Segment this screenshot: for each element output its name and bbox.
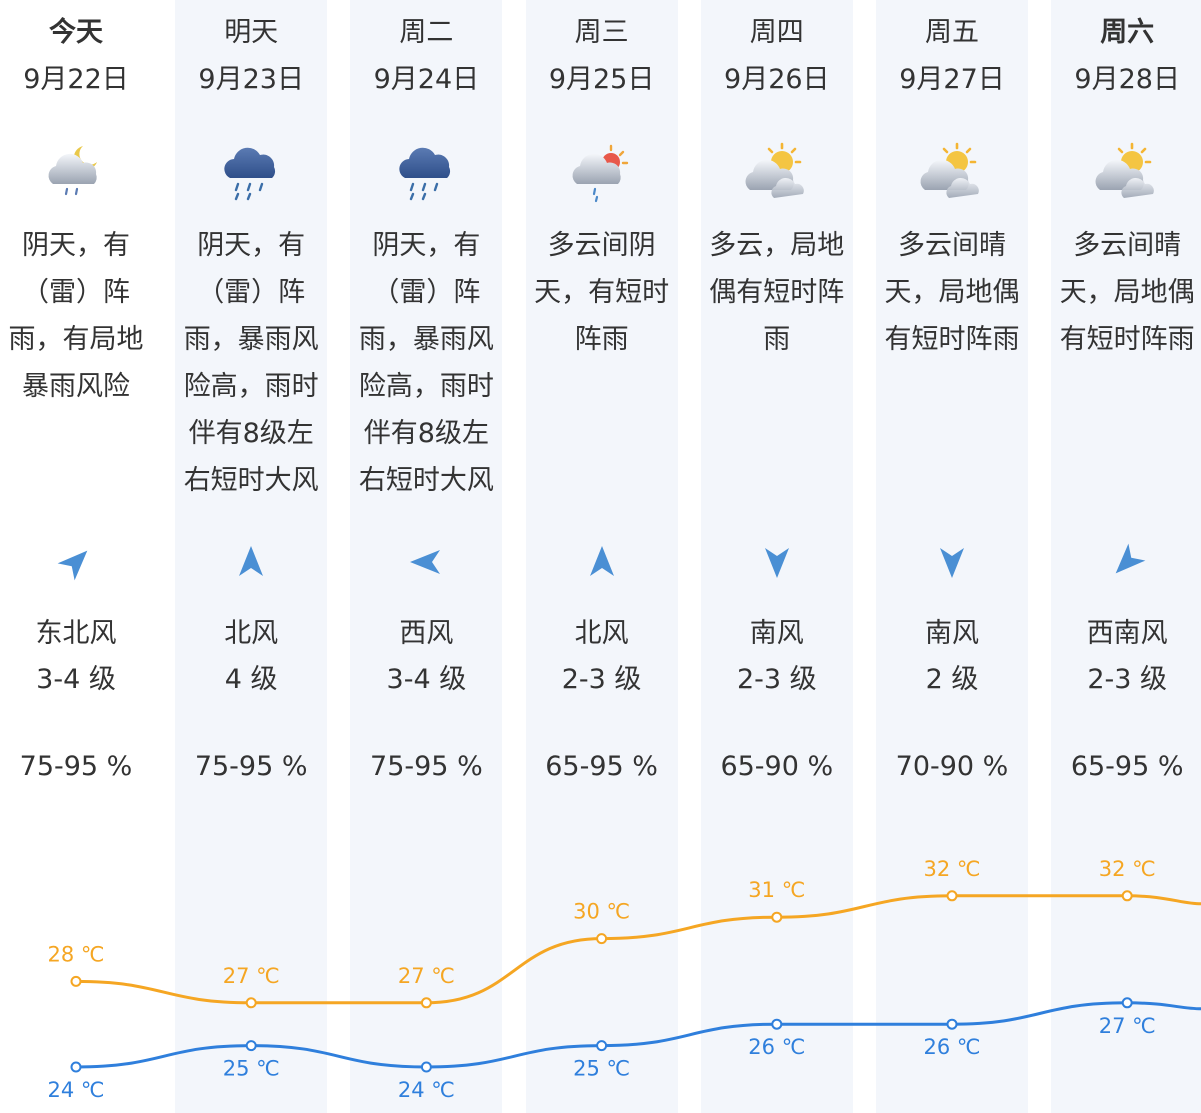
description-line: 伴有8级左 (188, 418, 314, 449)
day-name: 今天 (49, 17, 103, 48)
description-line: （雷）阵 (372, 277, 481, 308)
description-line: 多云间阴 (547, 230, 656, 261)
weather-description: 多云间阴天，有短时阵雨 (520, 222, 684, 363)
day-date: 9月27日 (899, 64, 1005, 95)
rain-cloud-icon (218, 140, 284, 206)
wind-direction: 北风 (224, 618, 279, 649)
weather-description: 阴天，有 （雷）阵雨，有局地暴雨风险 (0, 222, 158, 410)
partly-cloudy-icon (744, 140, 810, 206)
description-line: 雨 (763, 324, 791, 355)
wind-direction: 南风 (749, 618, 804, 649)
day-name: 周二 (399, 17, 454, 48)
wind-level: 2-3 级 (561, 664, 642, 695)
day-name: 明天 (224, 17, 279, 48)
wind-direction: 西风 (399, 618, 454, 649)
day-name: 周三 (574, 17, 629, 48)
weather-description: 多云间晴天，局地偶有短时阵雨 (1045, 222, 1201, 363)
description-line: 雨，有局地 (8, 324, 144, 355)
wind-direction: 南风 (925, 618, 979, 649)
description-line: 天，局地偶 (1059, 277, 1195, 308)
weather-description: 阴天，有 （雷）阵雨，暴雨风险高，雨时伴有8级左右短时大风 (344, 222, 508, 504)
sun-cloud-rain-icon (569, 140, 635, 206)
description-line: 阴天，有 (372, 230, 481, 261)
partly-cloudy-icon (1094, 140, 1160, 206)
wind-level: 3-4 级 (386, 664, 467, 695)
wind-arrow-icon (582, 542, 622, 582)
description-line: 暴雨风险 (22, 371, 130, 402)
weather-description: 多云间晴天，局地偶有短时阵雨 (870, 222, 1034, 363)
description-line: 险高，雨时 (183, 371, 319, 402)
wind-arrow-icon (406, 542, 446, 582)
wind-level: 2-3 级 (736, 664, 817, 695)
description-line: 雨，暴雨风 (183, 324, 319, 355)
description-line: （雷）阵 (22, 277, 130, 308)
humidity: 65-95 % (545, 751, 658, 782)
humidity: 75-95 % (19, 751, 133, 782)
weather-description: 多云，局地偶有短时阵雨 (695, 222, 859, 363)
humidity: 65-90 % (720, 751, 834, 782)
description-line: 偶有短时阵 (709, 277, 845, 308)
wind-arrow-icon (1107, 542, 1147, 582)
rain-cloud-icon (393, 140, 459, 206)
day-column: 明天 9月23日阴天，有 （雷）阵雨，暴雨风险高，雨时伴有8级左右短时大风北风 4 级… (175, 0, 328, 1113)
wind-level: 3-4 级 (36, 664, 116, 695)
wind-arrow-icon (231, 542, 271, 582)
partly-cloudy-icon (919, 140, 985, 206)
day-name: 周四 (749, 17, 804, 48)
day-date: 9月24日 (373, 64, 480, 95)
day-date: 9月23日 (198, 64, 304, 95)
description-line: 伴有8级左 (363, 418, 489, 449)
humidity: 75-95 % (194, 751, 308, 782)
description-line: 雨，暴雨风 (358, 324, 494, 355)
wind-direction: 西南风 (1086, 618, 1168, 649)
day-name: 周五 (925, 17, 979, 48)
wind-arrow-icon (56, 542, 96, 582)
day-date: 9月26日 (724, 64, 830, 95)
wind-arrow-icon (932, 542, 972, 582)
description-line: 天，局地偶 (884, 277, 1020, 308)
wind-level: 2-3 级 (1087, 664, 1168, 695)
description-line: 天，有短时 (534, 277, 670, 308)
description-line: 阴天，有 (197, 230, 306, 261)
description-line: 多云，局地 (709, 230, 845, 261)
wind-level: 4 级 (224, 664, 278, 695)
description-line: 多云间晴 (1073, 230, 1182, 261)
humidity: 65-95 % (1070, 751, 1184, 782)
description-line: （雷）阵 (197, 277, 306, 308)
humidity: 75-95 % (370, 751, 483, 782)
wind-direction: 北风 (574, 618, 629, 649)
description-line: 多云间晴 (898, 230, 1006, 261)
day-date: 9月25日 (548, 64, 655, 95)
day-date: 9月28日 (1074, 64, 1180, 95)
day-column: 周五 9月27日多云间晴天，局地偶有短时阵雨南风 2 级 70-90 % (876, 0, 1028, 1113)
wind-direction: 东北风 (35, 618, 117, 649)
weather-description: 阴天，有 （雷）阵雨，暴雨风险高，雨时伴有8级左右短时大风 (169, 222, 333, 504)
description-line: 右短时大风 (358, 465, 494, 496)
description-line: 阵雨 (574, 324, 629, 355)
day-column: 周三 9月25日多云间阴天，有短时阵雨北风 2-3 级 65-95 % (525, 0, 678, 1113)
day-column: 今天 9月22日阴天，有 （雷）阵雨，有局地暴雨风险东北风 3-4 级 75-95 % (0, 0, 152, 1113)
description-line: 右短时大风 (183, 465, 319, 496)
description-line: 阴天，有 (22, 230, 130, 261)
night-cloud-rain-icon (43, 140, 109, 206)
description-line: 有短时阵雨 (884, 324, 1020, 355)
day-column: 周四 9月26日多云，局地偶有短时阵雨南风 2-3 级 65-90 % (700, 0, 853, 1113)
day-column: 周六 9月28日多云间晴天，局地偶有短时阵雨西南风 2-3 级 65-95 % (1051, 0, 1201, 1113)
day-name: 周六 (1100, 17, 1155, 48)
wind-level: 2 级 (925, 664, 979, 695)
description-line: 有短时阵雨 (1059, 324, 1195, 355)
day-column: 周二 9月24日阴天，有 （雷）阵雨，暴雨风险高，雨时伴有8级左右短时大风西风 3-4… (350, 0, 503, 1113)
description-line: 险高，雨时 (358, 371, 494, 402)
humidity: 70-90 % (895, 751, 1009, 782)
wind-arrow-icon (757, 542, 797, 582)
day-date: 9月22日 (23, 64, 129, 95)
